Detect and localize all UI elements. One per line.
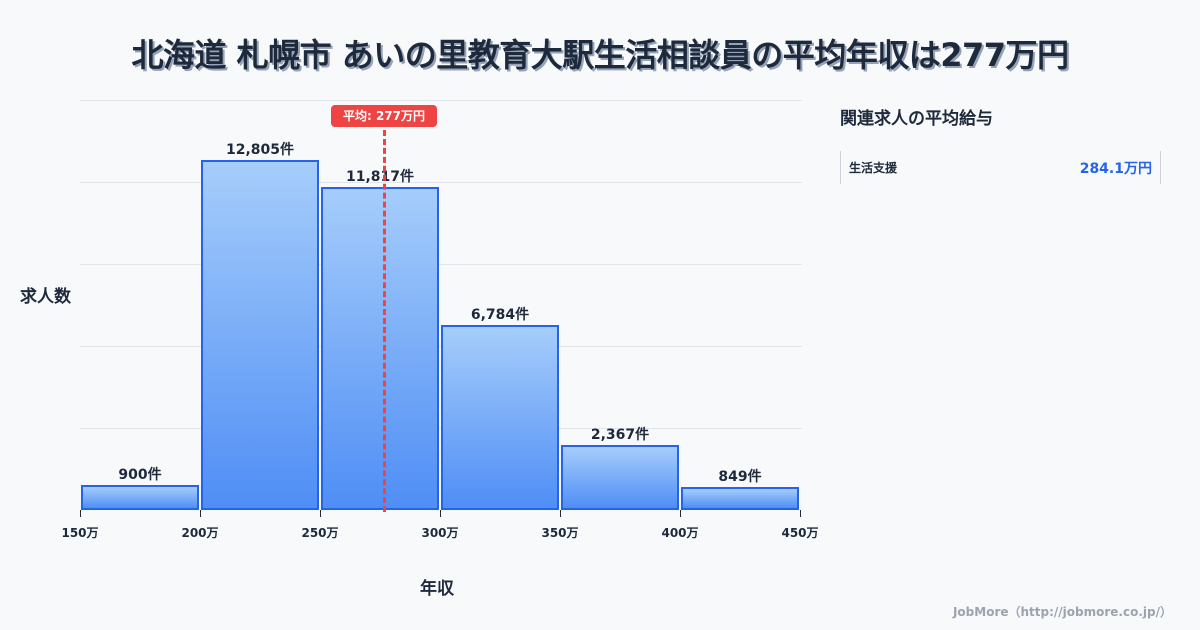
x-tick-label: 300万	[421, 526, 459, 540]
histogram-bar	[81, 485, 199, 510]
histogram-bar	[681, 486, 799, 510]
x-tick	[560, 510, 561, 517]
x-tick	[440, 510, 441, 517]
x-tick-label: 450万	[781, 526, 819, 540]
related-salary-panel: 関連求人の平均給与 生活支援 284.1万円	[840, 104, 1170, 184]
related-salary-title: 関連求人の平均給与	[840, 109, 993, 129]
gridline	[80, 264, 802, 265]
related-category: 生活支援	[849, 161, 898, 175]
x-tick	[200, 510, 201, 517]
bar-value-label: 12,805件	[225, 141, 295, 158]
gridline	[80, 100, 802, 101]
x-tick	[320, 510, 321, 517]
average-line	[383, 130, 386, 512]
histogram-bar	[441, 324, 559, 510]
x-tick	[80, 510, 81, 517]
histogram-bar	[561, 445, 679, 510]
x-tick-label: 250万	[301, 526, 339, 540]
x-tick	[800, 510, 801, 517]
page-title: 北海道 札幌市 あいの里教育大駅生活相談員の平均年収は277万円	[131, 36, 1069, 74]
bar-value-label: 900件	[118, 467, 162, 484]
footer-credit: JobMore（http://jobmore.co.jp/）	[952, 605, 1172, 619]
bar-value-label: 2,367件	[590, 427, 650, 444]
gridline	[80, 182, 802, 183]
bar-value-label: 849件	[718, 468, 762, 485]
x-tick-label: 400万	[661, 526, 699, 540]
average-badge: 平均: 277万円	[331, 105, 437, 127]
bar-value-label: 6,784件	[470, 306, 530, 323]
x-tick-label: 350万	[541, 526, 579, 540]
histogram-bar	[201, 159, 319, 510]
histogram-bar	[321, 187, 439, 510]
x-tick	[680, 510, 681, 517]
related-salary-row: 生活支援 284.1万円	[840, 151, 1161, 184]
bar-value-label: 11,817件	[345, 169, 415, 185]
x-axis-label: 年収	[420, 579, 454, 599]
histogram-chart: 求人数 年収 900件 12,805件 11,817件 6,784件 2,367件 849…	[20, 100, 819, 599]
x-tick-label: 200万	[181, 526, 219, 540]
y-axis-label: 求人数	[20, 287, 71, 307]
related-salary-value: 284.1万円	[1079, 160, 1152, 177]
x-tick-label: 150万	[61, 526, 99, 540]
